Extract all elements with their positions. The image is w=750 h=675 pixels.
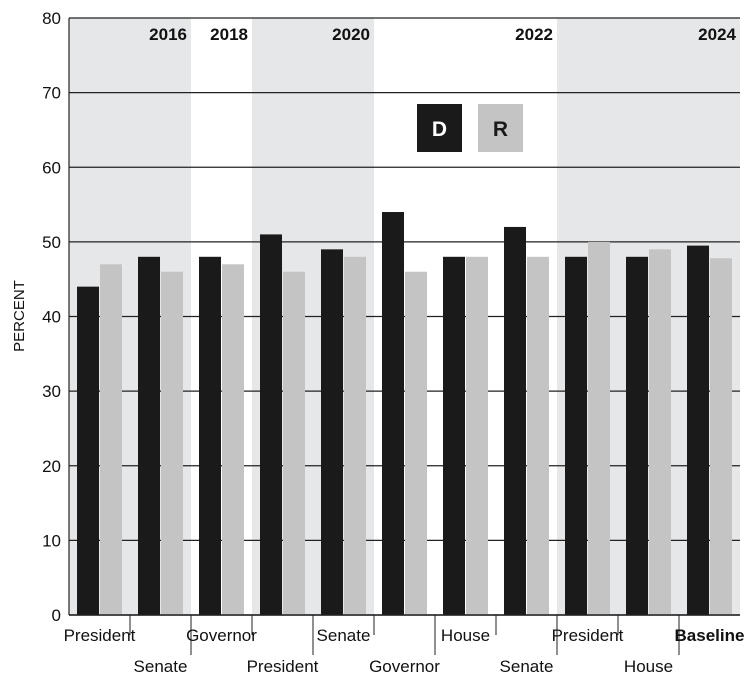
x-tick-label-7: Senate <box>500 657 554 675</box>
axes: President Senate Governor President Senate Go… <box>64 18 745 675</box>
legend-swatch-D <box>417 104 462 152</box>
year-label-2024: 2024 <box>698 25 736 44</box>
y-tick-label-50: 50 <box>42 233 61 252</box>
x-tick-label-5: Governor <box>369 657 440 675</box>
year-label-2022: 2022 <box>515 25 553 44</box>
y-tick-label-70: 70 <box>42 84 61 103</box>
year-label-2018: 2018 <box>210 25 248 44</box>
bars <box>77 212 732 615</box>
bar-R-0 <box>100 264 122 615</box>
legend-label-R: R <box>493 118 508 141</box>
y-tick-label-20: 20 <box>42 457 61 476</box>
x-tick-label-8: President <box>552 626 624 645</box>
bar-D-0 <box>77 286 99 615</box>
y-tick-label-40: 40 <box>42 308 61 327</box>
bar-D-7 <box>504 226 526 615</box>
legend-swatch-R <box>478 104 523 152</box>
bar-D-6 <box>443 256 465 615</box>
year-label-2020: 2020 <box>332 25 370 44</box>
x-tick-label-2: Governor <box>186 626 257 645</box>
bar-D-9 <box>626 256 648 615</box>
bar-D-3 <box>260 234 282 615</box>
bar-R-4 <box>344 256 366 615</box>
bar-D-1 <box>138 256 160 615</box>
y-tick-label-10: 10 <box>42 531 61 550</box>
y-axis-label: PERCENT <box>11 280 28 352</box>
bar-R-8 <box>588 241 610 615</box>
bar-R-10 <box>710 258 732 615</box>
legend-item-R: R <box>478 104 523 152</box>
bar-D-10 <box>687 245 709 615</box>
x-tick-label-0: President <box>64 626 136 645</box>
bar-R-2 <box>222 264 244 615</box>
x-tick-label-6: House <box>441 626 490 645</box>
bar-R-3 <box>283 271 305 615</box>
bar-D-2 <box>199 256 221 615</box>
year-labels: 2016 2018 2020 2022 2024 <box>149 25 736 44</box>
x-tick-label-4: Senate <box>317 626 371 645</box>
bar-R-9 <box>649 249 671 615</box>
year-label-2016: 2016 <box>149 25 187 44</box>
x-tick-label-9: House <box>624 657 673 675</box>
x-tick-label-1: Senate <box>134 657 188 675</box>
x-tick-label-3: President <box>247 657 319 675</box>
bar-D-8 <box>565 256 587 615</box>
y-tick-label-60: 60 <box>42 158 61 177</box>
x-tick-label-10: Baseline <box>675 626 745 645</box>
y-tick-label-30: 30 <box>42 382 61 401</box>
bar-R-7 <box>527 256 549 615</box>
bar-R-5 <box>405 271 427 615</box>
y-tick-label-80: 80 <box>42 9 61 28</box>
bar-D-4 <box>321 249 343 615</box>
legend-item-D: D <box>417 104 462 152</box>
bar-R-1 <box>161 271 183 615</box>
bar-D-5 <box>382 212 404 615</box>
bar-R-6 <box>466 256 488 615</box>
legend-label-D: D <box>432 118 447 141</box>
y-tick-label-0: 0 <box>52 606 61 625</box>
